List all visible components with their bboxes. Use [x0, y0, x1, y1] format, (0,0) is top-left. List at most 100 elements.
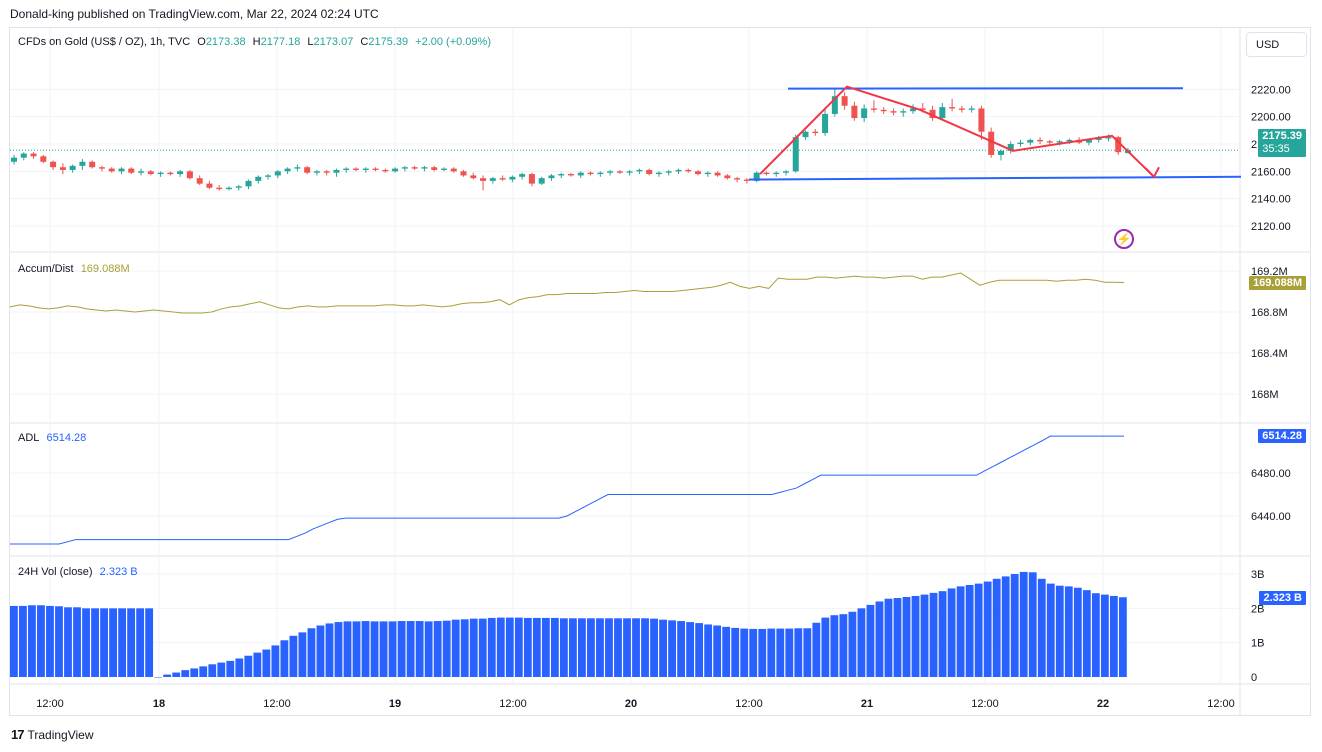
volume-bar — [478, 618, 487, 677]
volume-bar — [587, 618, 595, 677]
volume-bar — [370, 621, 379, 677]
candle-body — [880, 109, 887, 112]
volume-bar — [722, 626, 731, 677]
candle-body — [919, 108, 926, 110]
candle-body — [128, 168, 135, 173]
candle-body — [782, 171, 789, 173]
candle-body — [480, 178, 487, 181]
volume-bar — [1091, 593, 1100, 677]
x-tick-label: 20 — [625, 698, 637, 710]
candle-body — [870, 108, 877, 110]
candle-body — [1105, 137, 1112, 139]
x-tick-label: 12:00 — [1207, 698, 1235, 710]
volume-bar — [37, 605, 45, 677]
volume-bar — [1046, 583, 1055, 677]
volume-bar — [1019, 571, 1028, 677]
volume-bar — [55, 606, 63, 677]
volume-bar — [875, 601, 884, 677]
accum-tick-label: 168.4M — [1251, 348, 1288, 360]
volume-bar — [731, 627, 740, 677]
volume-bar — [956, 586, 965, 677]
volume-bar — [253, 652, 262, 677]
volume-bar — [569, 618, 577, 677]
volume-bar — [1037, 578, 1046, 677]
vol-value: 2.323 B — [99, 566, 138, 578]
candle-body — [743, 179, 750, 181]
volume-bar — [632, 618, 640, 677]
publisher-note: Donald-king published on TradingView.com… — [10, 7, 379, 21]
x-tick-label: 22 — [1097, 698, 1109, 710]
volume-bar — [91, 608, 99, 677]
volume-bar — [361, 621, 370, 677]
candle-body — [548, 175, 555, 179]
volume-bar — [406, 621, 415, 677]
candle-body — [196, 178, 203, 184]
volume-bar — [442, 620, 451, 677]
volume-bar — [794, 628, 803, 677]
volume-bar — [388, 621, 397, 677]
volume-bar — [172, 672, 181, 677]
lightning-icon[interactable]: ⚡ — [1114, 229, 1134, 249]
candle-body — [763, 172, 770, 175]
volume-bar — [325, 623, 334, 677]
candle-body — [509, 176, 516, 180]
high-label: H2177.18 — [252, 36, 301, 48]
candle-body — [538, 178, 545, 184]
volume-bar — [641, 618, 649, 677]
price-tick-label: 2120.00 — [1251, 221, 1291, 233]
vol-tick-label: 0 — [1251, 672, 1257, 684]
candle-body — [558, 174, 565, 176]
currency-button[interactable]: USD — [1246, 32, 1307, 57]
volume-bar — [487, 617, 496, 677]
candle-body — [802, 131, 809, 138]
volume-bar — [848, 611, 857, 677]
candle-body — [157, 172, 164, 175]
candle-body — [568, 174, 574, 176]
candle-body — [1066, 139, 1073, 142]
change-label: +2.00 (+0.09%) — [415, 36, 491, 48]
volume-bar — [929, 592, 938, 677]
volume-bar — [596, 618, 604, 677]
candle-body — [186, 171, 193, 179]
candle-body — [108, 168, 115, 172]
volume-bar — [776, 628, 785, 677]
candle-body — [1095, 138, 1102, 140]
main-legend: CFDs on Gold (US$ / OZ), 1h, TVC O2173.3… — [18, 36, 495, 48]
tradingview-brand: TradingView — [27, 727, 94, 742]
candle-body — [1027, 139, 1034, 143]
volume-bar — [1109, 595, 1118, 677]
volume-bar — [821, 617, 830, 677]
volume-bar — [271, 645, 280, 677]
x-tick-label: 12:00 — [971, 698, 999, 710]
volume-bar — [983, 581, 992, 677]
volume-bar — [1073, 587, 1082, 677]
tradingview-logo[interactable]: 17 TradingView — [11, 727, 94, 742]
volume-bar — [550, 617, 559, 677]
volume-bar — [208, 664, 217, 677]
candle-body — [216, 187, 223, 190]
price-tick-label: 2200.00 — [1251, 112, 1291, 124]
candle-body — [939, 107, 946, 119]
volume-bar — [830, 615, 839, 677]
accum-dist-line — [9, 272, 1125, 314]
candle-body — [577, 172, 584, 176]
volume-bar — [1064, 586, 1073, 677]
volume-bar — [433, 621, 442, 677]
volume-bar — [469, 618, 478, 677]
candle-body — [997, 150, 1004, 155]
volume-bar — [605, 618, 613, 677]
candle-body — [274, 171, 281, 176]
price-tick-label: 2160.00 — [1251, 166, 1291, 178]
volume-bar — [614, 618, 622, 677]
candle-body — [343, 168, 350, 170]
candle-body — [206, 183, 213, 188]
volume-bar — [911, 595, 920, 677]
volume-bar — [659, 619, 667, 677]
zigzag-pattern — [759, 85, 1155, 178]
volume-bar — [280, 640, 289, 677]
volume-bar — [1118, 597, 1127, 677]
volume-bar — [136, 608, 145, 677]
volume-bar — [289, 635, 298, 677]
vol-tick-label: 1B — [1251, 638, 1264, 650]
